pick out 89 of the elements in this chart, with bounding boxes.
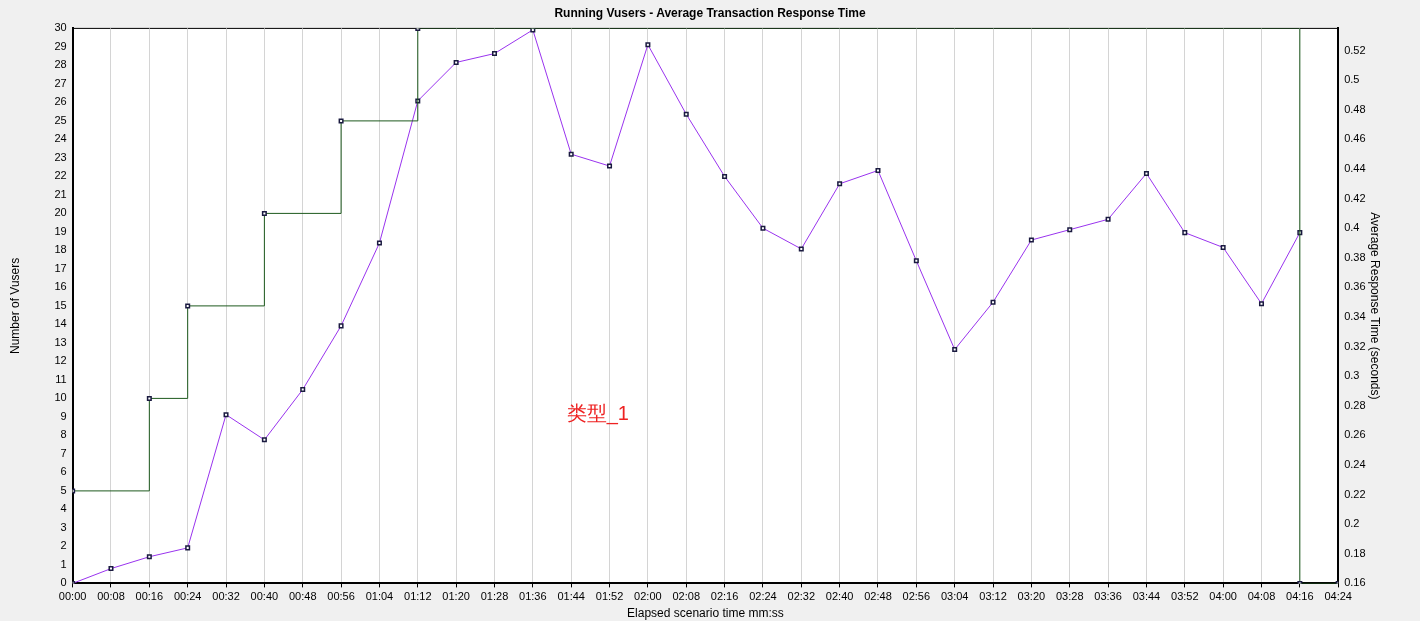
y-tick-label: 4 (60, 502, 67, 515)
y-tick-label: 23 (54, 150, 67, 163)
x-tick-label: 00:56 (327, 590, 355, 603)
y2-tick-label: 0.4 (1344, 221, 1360, 234)
y-tick-label: 25 (54, 113, 67, 126)
y2-tick-label: 0.3 (1344, 369, 1360, 382)
y2-tick-label: 0.44 (1344, 162, 1366, 175)
y2-tick-label: 0.46 (1344, 132, 1366, 145)
x-tick-label: 03:52 (1171, 590, 1199, 603)
x-tick-label: 01:28 (480, 590, 509, 603)
x-tick-label: 00:24 (173, 590, 202, 603)
y-tick-label: 10 (54, 391, 67, 404)
y2-tick-label: 0.32 (1344, 339, 1366, 352)
chart-title: Running Vusers - Average Transaction Response Time (554, 5, 866, 20)
x-tick-label: 00:16 (135, 590, 164, 603)
x-tick-label: 00:40 (250, 590, 279, 603)
x-tick-label: 04:16 (1286, 590, 1314, 603)
y-tick-label: 18 (54, 243, 67, 256)
y2-tick-label: 0.16 (1344, 576, 1366, 589)
y2-tick-label: 0.52 (1344, 43, 1366, 56)
y2-tick-label: 0.38 (1344, 250, 1366, 263)
x-tick-label: 01:36 (519, 590, 547, 603)
y2-tick-label: 0.26 (1344, 428, 1366, 441)
y-tick-label: 26 (54, 95, 67, 108)
x-tick-label: 02:32 (787, 590, 816, 603)
y-tick-label: 20 (54, 206, 67, 219)
x-tick-label: 00:08 (97, 590, 125, 603)
y-tick-label: 30 (54, 21, 67, 34)
y-tick-label: 11 (55, 372, 67, 385)
y-tick-label: 5 (60, 483, 67, 496)
y-tick-label: 28 (54, 58, 67, 71)
y-tick-label: 7 (60, 446, 67, 459)
y2-tick-label: 0.22 (1344, 487, 1366, 500)
x-tick-label: 03:20 (1017, 590, 1046, 603)
x-tick-label: 02:08 (672, 590, 700, 603)
y2-tick-label: 0.2 (1344, 517, 1360, 530)
y-tick-label: 21 (54, 187, 67, 200)
x-tick-label: 01:20 (442, 590, 470, 603)
y-tick-label: 29 (54, 39, 67, 52)
x-tick-label: 03:36 (1094, 590, 1122, 603)
y-tick-label: 12 (54, 354, 67, 367)
x-tick-label: 02:16 (710, 590, 739, 603)
x-tick-label: 04:08 (1247, 590, 1276, 603)
y-tick-label: 9 (60, 409, 67, 422)
y-tick-label: 15 (54, 298, 67, 311)
x-tick-label: 02:40 (825, 590, 854, 603)
x-tick-label: 02:00 (634, 590, 662, 603)
y2-tick-label: 0.24 (1344, 458, 1366, 471)
x-tick-label: 01:44 (557, 590, 585, 603)
x-tick-label: 03:28 (1055, 590, 1084, 603)
y2-tick-label: 0.28 (1344, 398, 1366, 411)
x-tick-label: 03:44 (1132, 590, 1161, 603)
x-tick-label: 04:00 (1209, 590, 1237, 603)
y2-tick-label: 0.36 (1344, 280, 1366, 293)
x-tick-label: 03:04 (940, 590, 969, 603)
y-tick-label: 19 (54, 224, 67, 237)
y-tick-label: 16 (54, 280, 67, 293)
x-tick-label: 03:12 (979, 590, 1007, 603)
x-tick-label: 01:52 (595, 590, 624, 603)
y2-tick-label: 0.18 (1344, 546, 1366, 559)
y-tick-label: 6 (60, 465, 67, 478)
y2-tick-label: 0.42 (1344, 191, 1366, 204)
y-tick-label: 2 (60, 539, 67, 552)
y2-tick-label: 0.34 (1344, 310, 1366, 323)
x-axis-title: Elapsed scenario time mm:ss (627, 606, 784, 621)
y-tick-label: 13 (54, 335, 67, 348)
y-tick-label: 27 (54, 76, 67, 89)
x-tick-label: 01:04 (365, 590, 394, 603)
x-tick-label: 02:56 (902, 590, 931, 603)
x-tick-label: 02:48 (864, 590, 892, 603)
y2-tick-label: 0.5 (1344, 73, 1360, 86)
y-tick-label: 17 (54, 261, 67, 274)
y2-axis-title: Average Response Time (seconds) (1368, 212, 1383, 400)
y-tick-label: 0 (60, 576, 67, 589)
y-tick-label: 24 (54, 132, 67, 145)
y-tick-label: 22 (54, 169, 67, 182)
y2-tick-label: 0.48 (1344, 102, 1366, 115)
x-tick-label: 02:24 (749, 590, 777, 603)
x-tick-label: 01:12 (404, 590, 432, 603)
y-tick-label: 3 (60, 520, 67, 533)
x-tick-label: 00:00 (58, 590, 87, 603)
y-axis-title: Number of Vusers (7, 257, 22, 355)
annotation: 类型_1 (566, 401, 629, 425)
x-tick-label: 04:24 (1324, 590, 1352, 603)
y-tick-label: 14 (54, 317, 67, 330)
y-tick-label: 8 (60, 428, 67, 441)
y-tick-label: 1 (60, 557, 67, 570)
x-tick-label: 00:32 (212, 590, 240, 603)
x-tick-label: 00:48 (288, 590, 317, 603)
